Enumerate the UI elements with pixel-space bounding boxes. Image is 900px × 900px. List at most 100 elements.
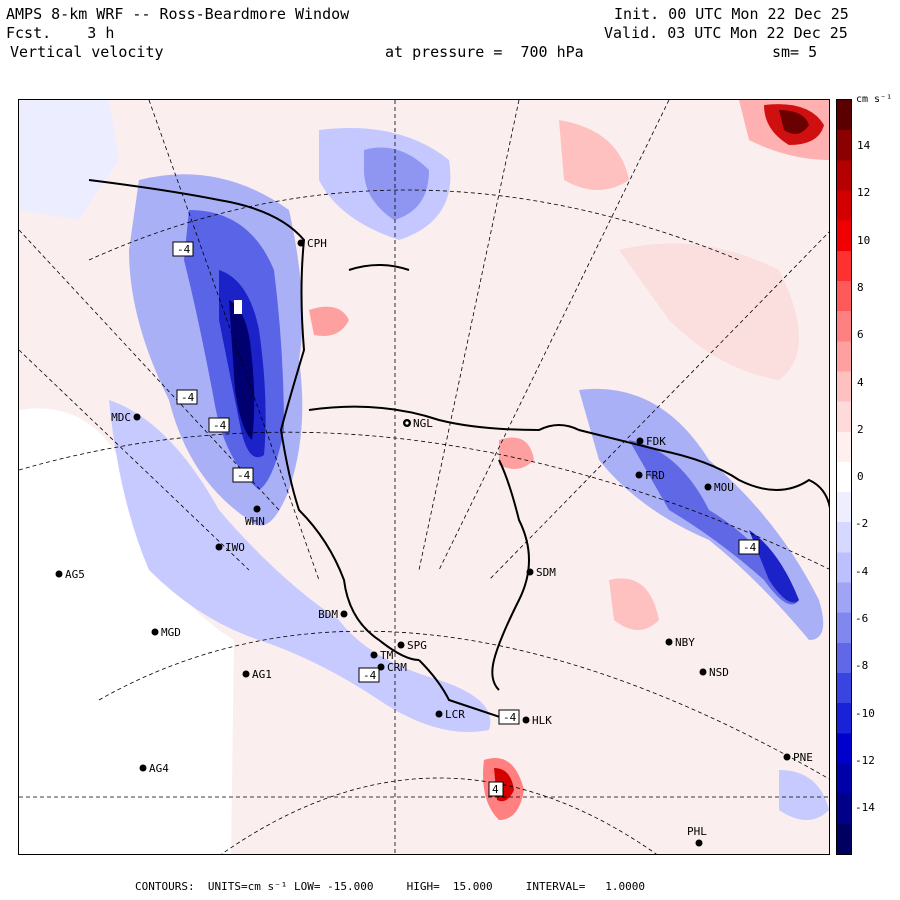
station-label: PNE xyxy=(793,751,813,764)
map-canvas: -4 -4 -4 -4 -4 -4 -4 4 CPH NGL MDC FDK FRD MO… xyxy=(19,100,829,854)
colorbar-tick-label: 8 xyxy=(857,280,864,294)
station-marker: HLK xyxy=(522,714,552,727)
station-marker: SDM xyxy=(526,566,556,579)
station-dot xyxy=(635,471,643,479)
station-marker: SPG xyxy=(397,639,427,652)
station-dot xyxy=(783,753,791,761)
station-marker: TM xyxy=(370,649,394,662)
station-marker: FRD xyxy=(635,469,665,482)
station-dot xyxy=(215,543,223,551)
contour-label: -4 xyxy=(358,667,380,683)
station-dot xyxy=(55,570,63,578)
station-marker: CPH xyxy=(297,237,327,250)
station-marker: NBY xyxy=(665,636,695,649)
station-marker: FDK xyxy=(636,435,666,448)
shade-area xyxy=(229,300,255,440)
graticule-lines xyxy=(19,100,829,854)
station-dot xyxy=(699,668,707,676)
station-label: TM xyxy=(380,649,394,662)
field-name: Vertical velocity xyxy=(10,43,164,61)
contour-label-text: -4 xyxy=(237,469,251,482)
colorbar-tick-label: 10 xyxy=(857,233,871,247)
station-dot xyxy=(695,839,703,847)
colorbar-tick-label: 14 xyxy=(857,139,871,152)
station-label: AG4 xyxy=(149,762,169,775)
colorbar-tick-label: -4 xyxy=(855,564,869,578)
shade-area xyxy=(629,440,799,605)
station-marker: WHN xyxy=(245,505,265,528)
colorbar-tick-label: -2 xyxy=(855,517,869,531)
map-title: AMPS 8-km WRF -- Ross-Beardmore Window xyxy=(6,5,350,23)
station-label: FDK xyxy=(646,435,666,448)
colorbar-tick-label: -12 xyxy=(855,753,875,767)
station-label: CRM xyxy=(387,661,407,674)
colorbar-tick-label: -14 xyxy=(855,801,875,815)
station-dot xyxy=(636,437,644,445)
shade-area xyxy=(559,120,629,190)
station-label: CPH xyxy=(307,237,327,250)
colorbar-tick-label: 2 xyxy=(857,422,864,436)
station-dot xyxy=(297,239,305,247)
station-marker: MOU xyxy=(704,481,734,494)
station-dot xyxy=(340,610,348,618)
station-marker: PHL xyxy=(687,825,707,847)
shade-area xyxy=(779,770,829,820)
station-dot xyxy=(665,638,673,646)
colorbar xyxy=(836,99,852,855)
colorbar-tick-label: -6 xyxy=(855,612,869,625)
station-dot xyxy=(151,628,159,636)
shade-area xyxy=(609,578,659,630)
station-dot xyxy=(704,483,712,491)
station-marker: CRM xyxy=(377,661,407,674)
contour-label: -4 xyxy=(176,389,198,405)
contour-footer: CONTOURS: UNITS=cm s⁻¹ LOW= -15.000 HIGH… xyxy=(135,880,645,893)
contour-label: 4 xyxy=(488,781,504,797)
station-label: NBY xyxy=(675,636,695,649)
shade-area xyxy=(19,100,119,220)
station-dot xyxy=(397,641,405,649)
station-marker: MGD xyxy=(151,626,181,639)
shade-area xyxy=(779,110,809,134)
station-marker: MDC xyxy=(111,411,141,424)
station-label: AG5 xyxy=(65,568,85,581)
station-label: BDM xyxy=(318,608,338,621)
station-marker: NGL xyxy=(403,417,433,430)
station-label: NSD xyxy=(709,666,729,679)
interval-value: INTERVAL= 1.0000 xyxy=(525,880,646,893)
contour-label: -4 xyxy=(208,417,230,433)
station-marker: IWO xyxy=(215,541,245,554)
pressure-level: at pressure = 700 hPa xyxy=(385,43,584,61)
station-label: PHL xyxy=(687,825,707,838)
station-dot xyxy=(522,716,530,724)
contour-label: -4 xyxy=(232,467,254,483)
station-marker: AG4 xyxy=(139,762,169,775)
contour-label-text: -4 xyxy=(503,711,517,724)
contour-label-text: -4 xyxy=(177,243,191,256)
station-dot xyxy=(377,663,385,671)
shade-area xyxy=(364,147,429,220)
station-dot xyxy=(139,764,147,772)
contour-label-group: -4 -4 -4 -4 -4 -4 -4 4 xyxy=(172,241,760,797)
station-dot xyxy=(435,710,443,718)
contour-label: -4 xyxy=(738,539,760,555)
station-label: AG1 xyxy=(252,668,272,681)
contour-label: -4 xyxy=(172,241,194,257)
colorbar-tick-label: -8 xyxy=(855,659,869,673)
colorbar-units: cm s⁻¹ xyxy=(856,94,893,105)
shade-area xyxy=(309,306,349,336)
station-label: NGL xyxy=(413,417,433,430)
shade-area xyxy=(109,400,491,732)
station-marker: AG5 xyxy=(55,568,85,581)
valid-time: Valid. 03 UTC Mon 22 Dec 25 xyxy=(604,24,848,42)
colorbar-tick-label: 12 xyxy=(857,186,871,200)
station-label: FRD xyxy=(645,469,665,482)
station-marker: LCR xyxy=(435,708,465,721)
station-label: SPG xyxy=(407,639,427,652)
station-dot-ring xyxy=(405,421,409,425)
station-dot xyxy=(133,413,141,421)
station-marker: AG1 xyxy=(242,668,272,681)
units-label: UNITS=cm s⁻¹ xyxy=(207,880,288,893)
station-marker: NSD xyxy=(699,666,729,679)
station-label: MOU xyxy=(714,481,734,494)
low-value: LOW= -15.000 xyxy=(293,880,374,893)
